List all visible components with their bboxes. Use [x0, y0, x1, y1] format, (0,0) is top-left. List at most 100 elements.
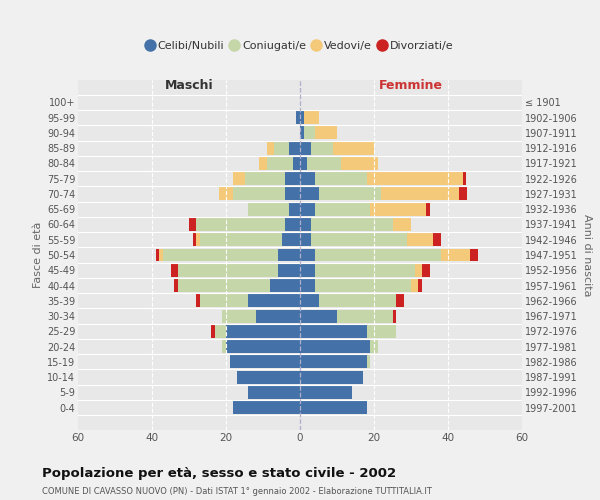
- Bar: [307, 157, 341, 170]
- Bar: [311, 142, 334, 154]
- Bar: [278, 248, 300, 262]
- Bar: [300, 172, 315, 185]
- Bar: [440, 248, 470, 262]
- Bar: [433, 234, 440, 246]
- Bar: [341, 157, 378, 170]
- Bar: [296, 111, 300, 124]
- Bar: [245, 172, 285, 185]
- Bar: [367, 356, 370, 368]
- Bar: [300, 294, 319, 308]
- Y-axis label: Fasce di età: Fasce di età: [32, 222, 43, 288]
- Bar: [300, 340, 370, 353]
- Bar: [300, 264, 315, 276]
- Bar: [300, 202, 315, 215]
- Bar: [463, 172, 467, 185]
- Bar: [300, 248, 315, 262]
- Bar: [230, 356, 300, 368]
- Bar: [315, 126, 337, 140]
- Bar: [196, 234, 200, 246]
- Bar: [300, 188, 319, 200]
- Bar: [211, 325, 215, 338]
- Bar: [300, 111, 304, 124]
- Bar: [267, 142, 274, 154]
- Bar: [281, 234, 300, 246]
- Bar: [223, 310, 256, 322]
- Bar: [300, 386, 352, 399]
- Bar: [315, 279, 411, 292]
- Bar: [178, 264, 278, 276]
- Bar: [233, 172, 245, 185]
- Bar: [411, 279, 418, 292]
- Bar: [226, 325, 300, 338]
- Bar: [237, 370, 300, 384]
- Y-axis label: Anni di nascita: Anni di nascita: [582, 214, 592, 296]
- Bar: [300, 142, 311, 154]
- Bar: [300, 356, 367, 368]
- Bar: [337, 310, 392, 322]
- Bar: [370, 202, 426, 215]
- Bar: [300, 370, 363, 384]
- Bar: [285, 188, 300, 200]
- Bar: [422, 264, 430, 276]
- Text: Femmine: Femmine: [379, 78, 443, 92]
- Text: Maschi: Maschi: [164, 78, 214, 92]
- Bar: [200, 234, 281, 246]
- Bar: [223, 340, 226, 353]
- Bar: [196, 218, 285, 231]
- Bar: [259, 157, 266, 170]
- Legend: Celibi/Nubili, Coniugati/e, Vedovi/e, Divorziati/e: Celibi/Nubili, Coniugati/e, Vedovi/e, Di…: [142, 36, 458, 56]
- Bar: [392, 310, 396, 322]
- Bar: [274, 142, 289, 154]
- Bar: [293, 157, 300, 170]
- Bar: [418, 279, 422, 292]
- Bar: [193, 234, 196, 246]
- Bar: [319, 188, 382, 200]
- Bar: [392, 218, 411, 231]
- Bar: [311, 218, 392, 231]
- Bar: [226, 340, 300, 353]
- Bar: [271, 279, 300, 292]
- Bar: [367, 172, 463, 185]
- Bar: [315, 172, 367, 185]
- Bar: [174, 279, 178, 292]
- Bar: [370, 340, 378, 353]
- Bar: [470, 248, 478, 262]
- Bar: [319, 294, 396, 308]
- Bar: [396, 294, 404, 308]
- Bar: [304, 111, 319, 124]
- Bar: [248, 294, 300, 308]
- Bar: [156, 248, 160, 262]
- Bar: [196, 294, 200, 308]
- Bar: [278, 264, 300, 276]
- Bar: [233, 188, 285, 200]
- Bar: [300, 279, 315, 292]
- Bar: [189, 218, 196, 231]
- Bar: [285, 218, 300, 231]
- Bar: [289, 142, 300, 154]
- Text: COMUNE DI CAVASSO NUOVO (PN) - Dati ISTAT 1° gennaio 2002 - Elaborazione TUTTITA: COMUNE DI CAVASSO NUOVO (PN) - Dati ISTA…: [42, 488, 432, 496]
- Bar: [367, 325, 396, 338]
- Bar: [233, 401, 300, 414]
- Bar: [300, 157, 307, 170]
- Bar: [300, 126, 304, 140]
- Bar: [304, 126, 315, 140]
- Bar: [300, 401, 367, 414]
- Bar: [315, 264, 415, 276]
- Bar: [248, 202, 289, 215]
- Bar: [426, 202, 430, 215]
- Bar: [315, 248, 440, 262]
- Bar: [285, 172, 300, 185]
- Bar: [289, 202, 300, 215]
- Bar: [218, 188, 233, 200]
- Bar: [267, 157, 293, 170]
- Bar: [415, 264, 422, 276]
- Bar: [163, 248, 278, 262]
- Bar: [459, 188, 467, 200]
- Bar: [315, 202, 370, 215]
- Bar: [311, 234, 407, 246]
- Bar: [382, 188, 459, 200]
- Bar: [300, 234, 311, 246]
- Bar: [300, 310, 337, 322]
- Bar: [200, 294, 248, 308]
- Bar: [215, 325, 226, 338]
